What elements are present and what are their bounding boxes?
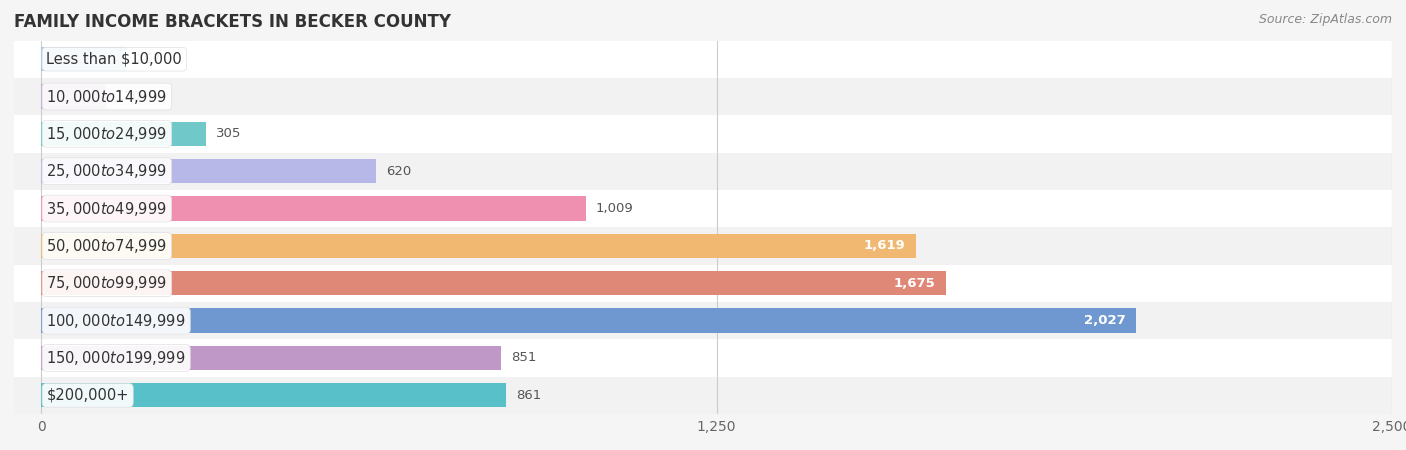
Bar	[41, 85, 105, 108]
Text: 1,009: 1,009	[596, 202, 634, 215]
Text: 120: 120	[115, 90, 141, 103]
Text: Less than $10,000: Less than $10,000	[46, 52, 183, 67]
Bar	[14, 227, 1392, 265]
Text: $200,000+: $200,000+	[46, 388, 129, 403]
Bar	[14, 302, 1392, 339]
Text: 1,619: 1,619	[863, 239, 905, 252]
Bar	[41, 122, 205, 146]
Text: $35,000 to $49,999: $35,000 to $49,999	[46, 199, 167, 217]
Bar	[41, 234, 915, 258]
Text: $150,000 to $199,999: $150,000 to $199,999	[46, 349, 186, 367]
Text: $15,000 to $24,999: $15,000 to $24,999	[46, 125, 167, 143]
Text: 851: 851	[510, 351, 536, 364]
Text: $100,000 to $149,999: $100,000 to $149,999	[46, 311, 186, 329]
Bar	[14, 78, 1392, 115]
Bar	[14, 265, 1392, 302]
Bar	[41, 271, 946, 295]
Text: $25,000 to $34,999: $25,000 to $34,999	[46, 162, 167, 180]
Text: $50,000 to $74,999: $50,000 to $74,999	[46, 237, 167, 255]
Bar	[14, 339, 1392, 377]
Text: 1,675: 1,675	[894, 277, 935, 290]
Text: FAMILY INCOME BRACKETS IN BECKER COUNTY: FAMILY INCOME BRACKETS IN BECKER COUNTY	[14, 13, 451, 31]
Text: 620: 620	[385, 165, 411, 178]
Bar	[41, 159, 375, 183]
Bar	[14, 40, 1392, 78]
Text: 2,027: 2,027	[1084, 314, 1126, 327]
Text: 861: 861	[516, 389, 541, 402]
Bar	[14, 153, 1392, 190]
Text: 305: 305	[215, 127, 240, 140]
Bar	[41, 309, 1136, 333]
Bar	[14, 190, 1392, 227]
Text: 157: 157	[135, 53, 162, 66]
Bar	[41, 197, 586, 220]
Bar	[41, 346, 501, 370]
Text: Source: ZipAtlas.com: Source: ZipAtlas.com	[1258, 14, 1392, 27]
Bar	[41, 383, 506, 407]
Bar	[41, 47, 127, 71]
Text: $10,000 to $14,999: $10,000 to $14,999	[46, 87, 167, 105]
Text: $75,000 to $99,999: $75,000 to $99,999	[46, 274, 167, 292]
Bar	[14, 377, 1392, 414]
Bar	[14, 115, 1392, 153]
